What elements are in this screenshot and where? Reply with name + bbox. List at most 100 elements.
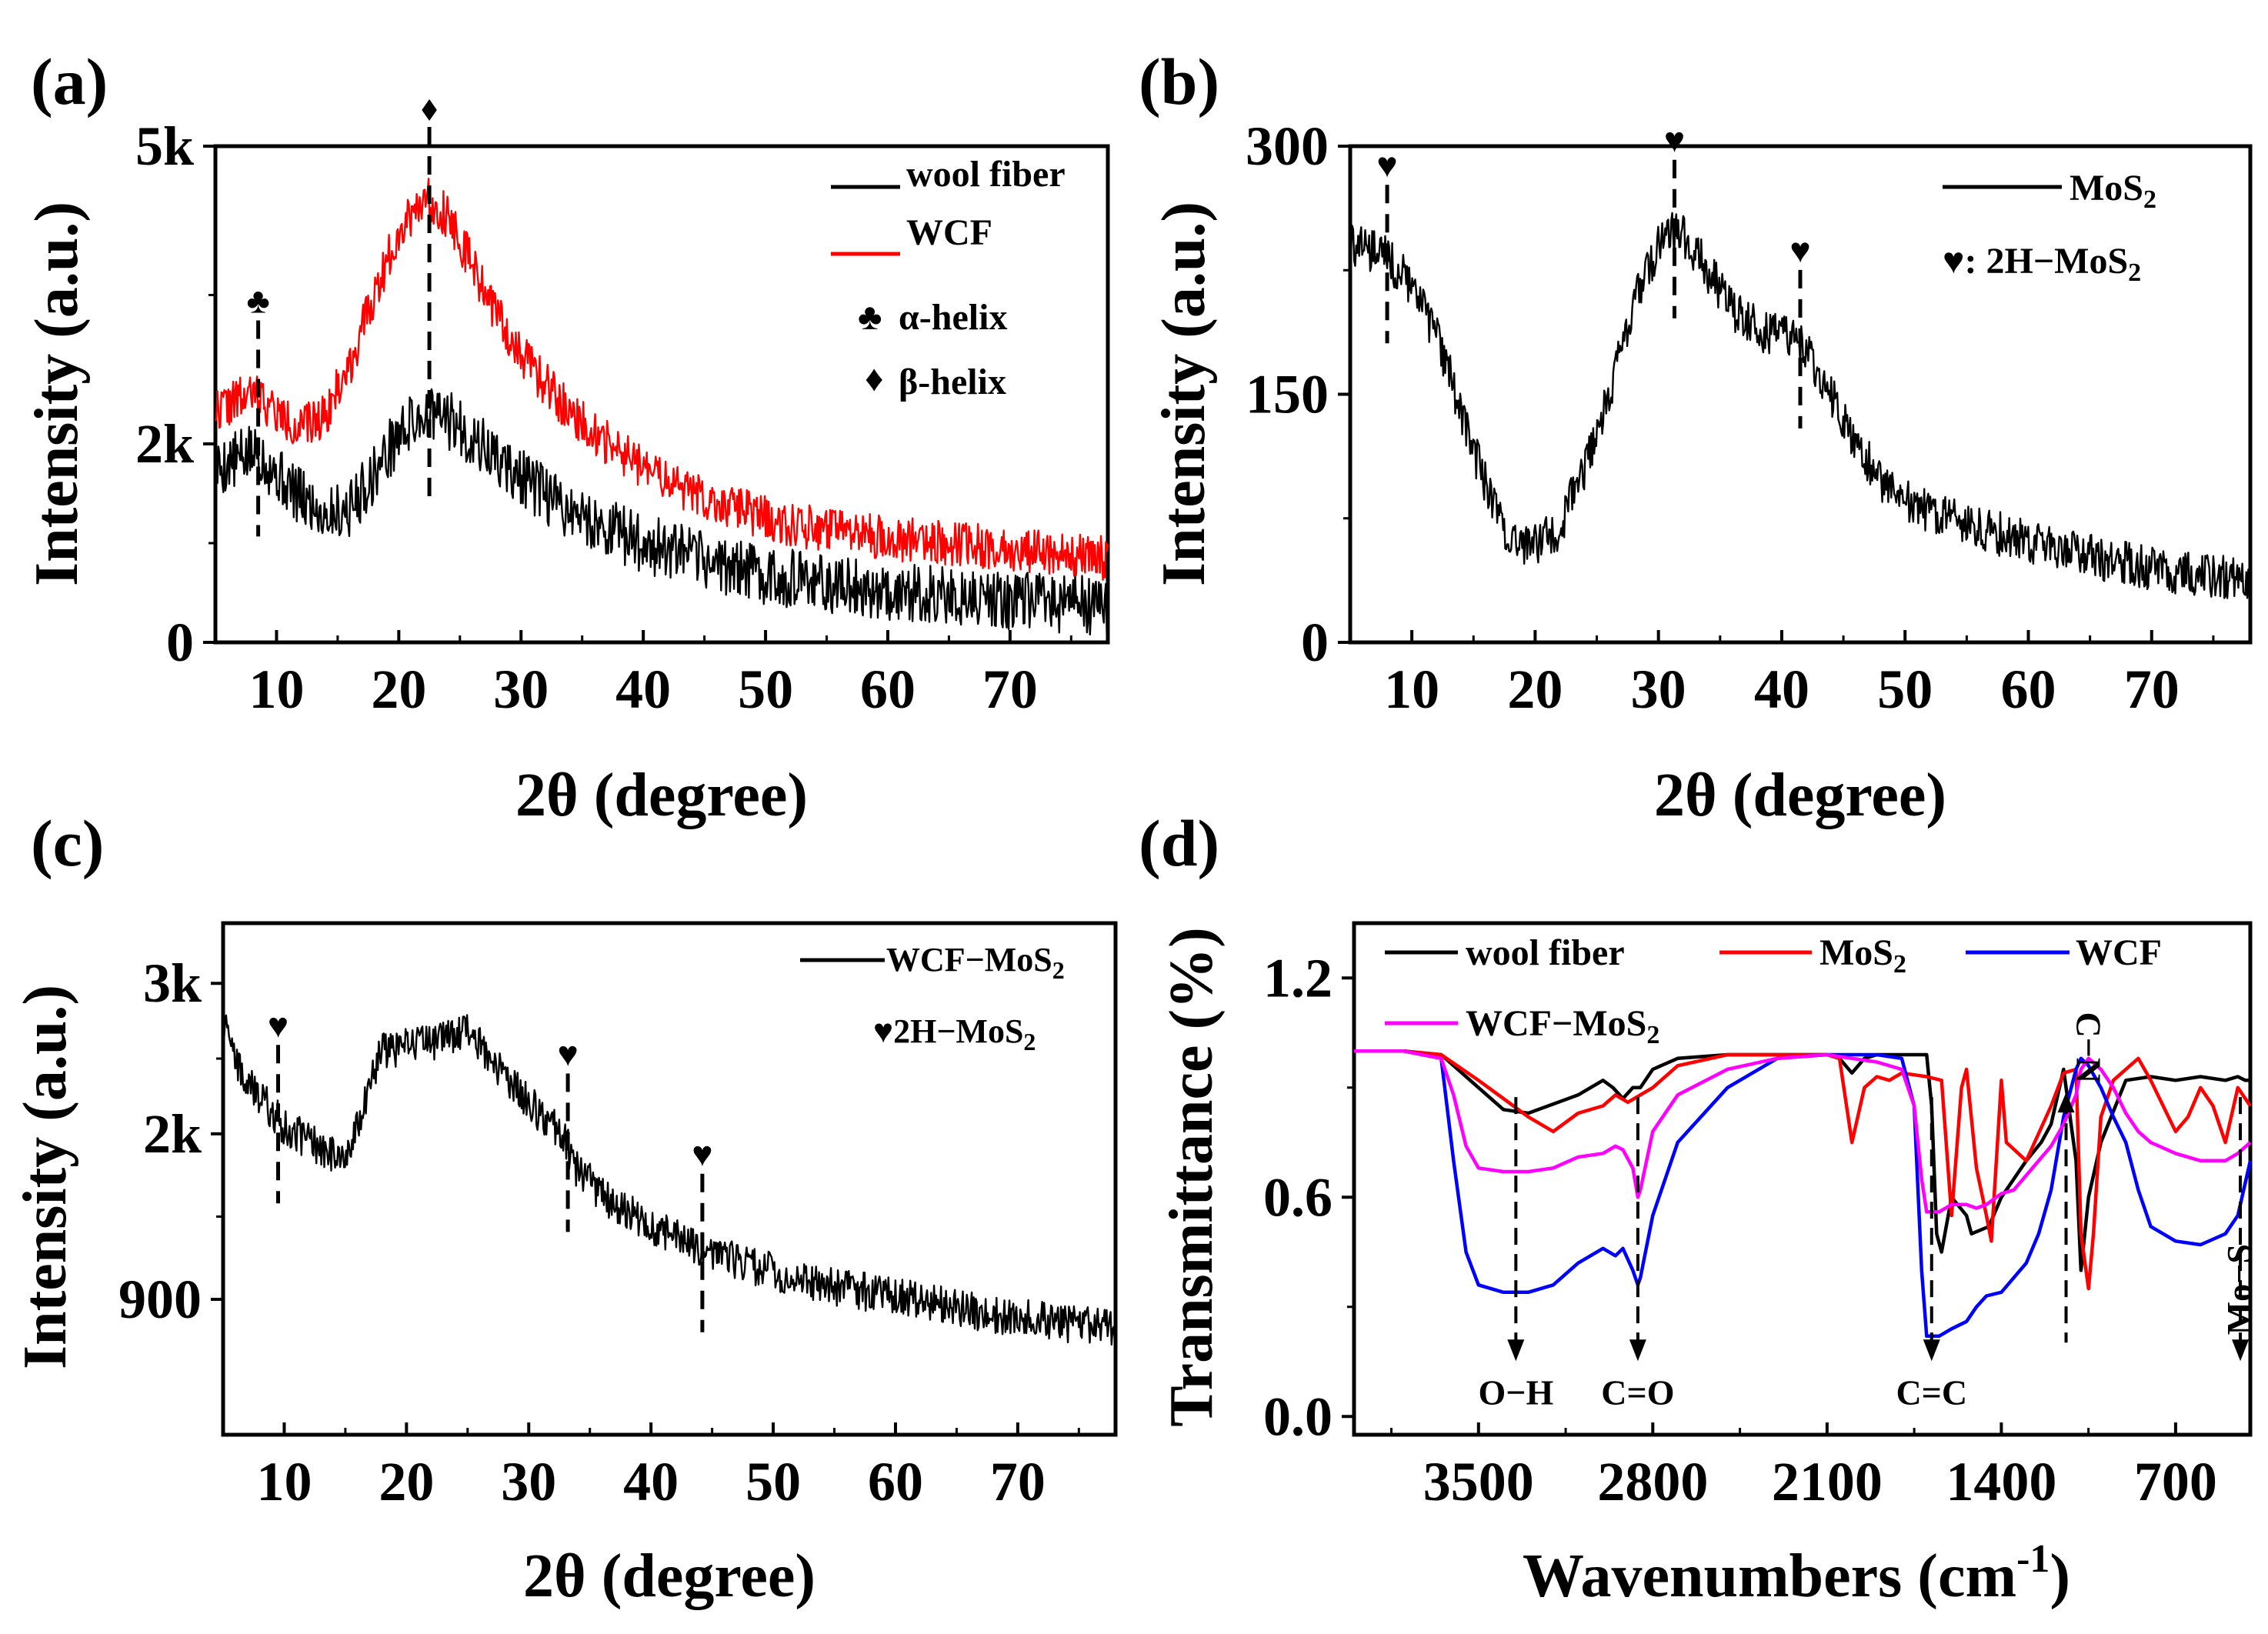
series-layer: [222, 1014, 1117, 1346]
x-tick-label: 30: [1631, 659, 1686, 720]
panel-letter-d: (d): [1139, 806, 1219, 880]
legend-note-2h-mos2: ♥2H−MoS2: [873, 1012, 1036, 1055]
y-tick-label: 150: [1246, 364, 1329, 425]
y-axis-title: Intensity (a.u.): [12, 985, 79, 1369]
x-tick-label: 70: [2124, 659, 2180, 720]
x-tick-label: 40: [615, 659, 671, 720]
annotation-arrow-up: [2057, 1092, 2075, 1113]
tick-layer: 10 20 30 40 50 60 70 0 2k 5k: [135, 115, 1072, 720]
annotation-arrow-down: [2232, 1339, 2250, 1362]
annotation-label: O−H: [1478, 1372, 1553, 1412]
y-axis-title: Transmittance (%): [1158, 927, 1226, 1427]
x-tick-label: 10: [248, 659, 304, 720]
x-tick-label: 60: [2001, 659, 2056, 720]
legend: MoS2 ♥: 2H−MoS2: [1943, 168, 2156, 287]
x-tick-label: 30: [501, 1451, 556, 1512]
annotation-layer: ♥ ♥ ♥: [268, 1005, 713, 1332]
plot-frame: [1352, 921, 2253, 1437]
annotation-layer: ♣: [247, 98, 437, 537]
x-tick-label: 50: [1877, 659, 1933, 720]
tick-layer: 10 20 30 40 50 60 70 0 150 300: [1246, 115, 2215, 720]
series-layer: [214, 178, 1109, 636]
legend-alpha-helix: α-helix: [899, 297, 1007, 338]
y-tick-label: 2k: [135, 413, 194, 475]
peak-marker-heart: ♥: [557, 1034, 578, 1073]
legend-beta-helix: β-helix: [899, 362, 1006, 402]
legend: wool fiber MoS2 WCF WCF−MoS2: [1385, 932, 2162, 1049]
plot-frame: [221, 921, 1118, 1437]
y-axis-title: Intensity (a.u.): [1150, 202, 1218, 586]
tick-layer: 10 20 30 40 50 60 70 900 2k 3k: [118, 952, 1080, 1512]
legend: wool fiber WCF ♣ α-helix ♦ β-helix: [831, 154, 1066, 402]
y-tick-label: 900: [118, 1269, 202, 1330]
x-tick-label: 20: [1507, 659, 1563, 720]
plot-frame: [213, 144, 1110, 645]
x-tick-label: 30: [493, 659, 549, 720]
y-tick-label: 0: [166, 612, 194, 673]
legend-label-wcf-mos2: WCF−MoS2: [886, 941, 1065, 984]
annotation-layer: ♥ ♥ ♥: [1376, 121, 1811, 429]
legend-label-wcf-mos2: WCF−MoS2: [1466, 1003, 1659, 1049]
x-tick-label: 60: [868, 1451, 923, 1512]
x-tick-label: 70: [990, 1451, 1046, 1512]
legend-note-2h-mos2: ♥: 2H−MoS2: [1943, 241, 2141, 287]
x-tick-label: 60: [860, 659, 916, 720]
legend-label-wcf: WCF: [906, 212, 992, 253]
x-axis-title: 2θ (degree): [515, 762, 808, 829]
panel-letter-b: (b): [1139, 45, 1219, 118]
panel-letter-a: (a): [31, 45, 108, 118]
x-tick-label: 2100: [1772, 1451, 1883, 1512]
series-line-wcf: [1354, 1049, 2253, 1339]
x-axis-title: Wavenumbers (cm-1): [1523, 1537, 2070, 1610]
panel-b: (b) 10 20 30 40 50 60 70 0 150 300 ♥ ♥ ♥ 2θ (degree…: [1139, 45, 2253, 829]
x-tick-label: 20: [379, 1451, 434, 1512]
annotation-arrow-down: [1629, 1339, 1646, 1362]
y-tick-label: 0.6: [1263, 1166, 1332, 1228]
tick-layer: 3500 2800 2100 1400 700 0.0 0.6 1.2: [1263, 947, 2217, 1512]
series-line-mos2: [1354, 1049, 2252, 1291]
y-tick-label: 300: [1246, 115, 1329, 177]
x-tick-label: 50: [745, 1451, 801, 1512]
x-axis-title: 2θ (degree): [1654, 762, 1946, 829]
series-line-wcf-mos2: [1354, 1049, 2252, 1214]
x-tick-label: 20: [371, 659, 426, 720]
x-tick-label: 40: [623, 1451, 679, 1512]
x-tick-label: 70: [982, 659, 1038, 720]
peak-marker-diamond: [422, 98, 437, 121]
series-line-wcf-mos2: [222, 1014, 1117, 1346]
y-tick-label: 1.2: [1263, 947, 1332, 1009]
legend-club-symbol: ♣: [858, 297, 882, 338]
legend-label-wool-fiber: wool fiber: [906, 154, 1066, 195]
y-tick-label: 3k: [143, 952, 202, 1014]
legend-label-wool-fiber: wool fiber: [1466, 932, 1625, 973]
x-tick-label: 700: [2134, 1451, 2217, 1512]
panel-c: (c) 10 20 30 40 50 60 70 900 2k 3k ♥ ♥ ♥ 2θ (degree…: [12, 806, 1118, 1610]
legend-label-mos2: MoS2: [1819, 932, 1906, 979]
y-tick-label: 0: [1301, 612, 1329, 673]
legend-label-mos2: MoS2: [2070, 168, 2156, 214]
x-tick-label: 3500: [1423, 1451, 1534, 1512]
x-tick-label: 1400: [1946, 1451, 2056, 1512]
x-tick-label: 40: [1754, 659, 1809, 720]
annotation-layer: O−H C=O C=C C−N Mo−S: [1478, 1012, 2259, 1412]
peak-marker-heart: ♥: [1664, 121, 1685, 160]
annotation-arrow-down: [1923, 1339, 1940, 1362]
y-axis-title: Intensity (a.u.): [23, 202, 91, 586]
annotation-label: Mo−S: [2220, 1244, 2259, 1335]
panel-a: (a) 10 20 30 40 50 60 70 0 2k 5k ♣ 2θ (degree) In…: [23, 45, 1110, 829]
annotation-label: C=O: [1601, 1372, 1674, 1412]
legend-label-wcf: WCF: [2076, 932, 2162, 973]
panel-d: (d) 3500 2800 2100 1400 700 0.0 0.6 1.2 O−H C=O C…: [1139, 806, 2259, 1610]
annotation-label: C=C: [1896, 1372, 1967, 1412]
x-tick-label: 50: [738, 659, 793, 720]
series-line-wool-fiber: [214, 388, 1109, 636]
panel-letter-c: (c): [31, 806, 104, 880]
x-tick-label: 10: [1384, 659, 1439, 720]
peak-marker-club: ♣: [247, 282, 270, 321]
x-tick-label: 10: [256, 1451, 312, 1512]
peak-marker-heart: ♥: [1789, 231, 1810, 270]
series-line-wcf: [214, 178, 1109, 581]
annotation-label: C−N: [2070, 1012, 2109, 1083]
peak-marker-heart: ♥: [692, 1135, 712, 1174]
